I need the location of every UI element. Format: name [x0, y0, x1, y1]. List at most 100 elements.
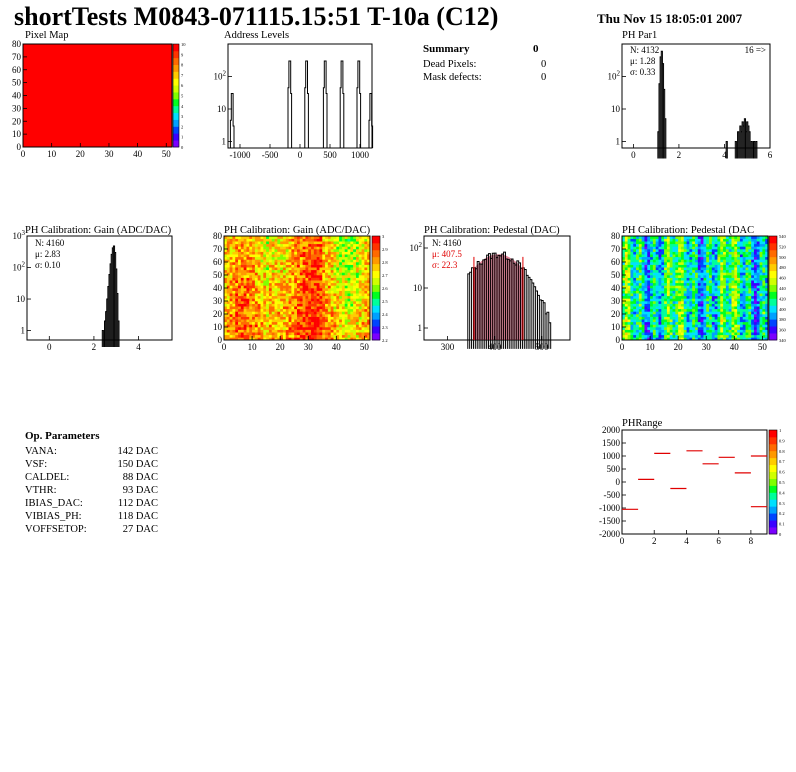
heatmap-cell — [717, 241, 721, 245]
heatmap-cell — [686, 249, 690, 252]
heatmap-cell — [330, 262, 334, 265]
heatmap-cell — [288, 241, 292, 245]
heatmap-cell — [728, 251, 732, 255]
heatmap-cell — [274, 327, 278, 330]
heatmap-cell — [277, 321, 281, 325]
heatmap-cell — [723, 327, 727, 330]
heatmap-cell — [703, 262, 707, 265]
heatmap-cell — [731, 306, 735, 310]
heatmap-cell — [683, 308, 687, 312]
x-tick-label: 50 — [758, 342, 768, 352]
heatmap-cell — [280, 269, 284, 273]
heatmap-cell — [633, 243, 637, 247]
heatmap-cell — [254, 303, 258, 307]
heatmap-cell — [226, 282, 230, 286]
heatmap-cell — [759, 236, 763, 239]
heatmap-cell — [266, 316, 270, 320]
heatmap-cell — [254, 262, 258, 265]
heatmap-cell — [762, 251, 766, 255]
heatmap-cell — [711, 298, 715, 302]
heatmap-cell — [327, 238, 331, 242]
heatmap-cell — [350, 264, 354, 268]
heatmap-cell — [364, 337, 368, 341]
heatmap-cell — [647, 288, 651, 291]
heatmap-cell — [294, 267, 298, 271]
heatmap-cell — [703, 316, 707, 320]
heatmap-cell — [697, 282, 701, 286]
heatmap-cell — [725, 259, 729, 263]
heatmap-cell — [697, 298, 701, 302]
heatmap-cell — [630, 288, 634, 291]
heatmap-cell — [330, 256, 334, 260]
heatmap-cell — [630, 298, 634, 302]
heatmap-cell — [650, 319, 654, 323]
heatmap-cell — [751, 249, 755, 252]
heatmap-cell — [739, 259, 744, 263]
heatmap-cell — [664, 290, 668, 294]
color-bar-segment — [173, 57, 179, 65]
heatmap-cell — [725, 267, 729, 271]
heatmap-cell — [325, 256, 329, 260]
heatmap-cell — [319, 267, 323, 271]
heatmap-cell — [734, 314, 738, 317]
heatmap-cell — [280, 306, 284, 310]
heatmap-cell — [751, 306, 755, 310]
heatmap-cell — [249, 236, 253, 239]
heatmap-cell — [257, 327, 261, 330]
heatmap-cell — [633, 264, 637, 268]
heatmap-cell — [263, 334, 267, 338]
heatmap-cell — [266, 275, 270, 278]
heatmap-cell — [734, 308, 738, 312]
heatmap-cell — [742, 285, 746, 289]
heatmap-cell — [652, 238, 656, 242]
heatmap-cell — [280, 334, 284, 338]
heatmap-cell — [333, 269, 337, 273]
heatmap-cell — [680, 262, 685, 265]
heatmap-cell — [252, 301, 256, 304]
heatmap-cell — [689, 264, 693, 268]
heatmap-cell — [725, 262, 729, 265]
heatmap-cell — [711, 280, 715, 284]
heatmap-cell — [243, 303, 247, 307]
heatmap-cell — [224, 290, 228, 294]
heatmap-cell — [257, 267, 261, 271]
heatmap-cell — [308, 267, 312, 271]
heatmap-cell — [638, 282, 642, 286]
heatmap-cell — [249, 280, 253, 284]
heatmap-cell — [299, 246, 303, 250]
heatmap-cell — [714, 329, 718, 333]
heatmap-cell — [661, 256, 665, 260]
heatmap-cell — [347, 241, 351, 245]
heatmap-cell — [672, 321, 676, 325]
heatmap-cell — [350, 275, 354, 278]
heatmap-cell — [229, 267, 233, 271]
heatmap-cell — [336, 246, 340, 250]
heatmap-cell — [353, 241, 357, 245]
heatmap-cell — [689, 311, 693, 315]
heatmap-cell — [322, 280, 326, 284]
heatmap-cell — [717, 256, 721, 260]
heatmap-cell — [280, 329, 284, 333]
heatmap-cell — [246, 269, 250, 273]
heatmap-cell — [254, 301, 258, 304]
heatmap-cell — [680, 303, 685, 307]
heatmap-cell — [240, 306, 244, 310]
heatmap-cell — [683, 275, 687, 278]
heatmap-cell — [762, 243, 766, 247]
heatmap-cell — [350, 282, 354, 286]
heatmap-cell — [274, 337, 278, 341]
heatmap-cell — [742, 256, 746, 260]
heatmap-cell — [291, 314, 295, 317]
heatmap-cell — [652, 288, 656, 291]
heatmap-cell — [723, 238, 727, 242]
x-tick-label: 50 — [162, 149, 172, 159]
heatmap-cell — [709, 290, 713, 294]
heatmap-cell — [260, 319, 264, 323]
heatmap-cell — [650, 324, 654, 328]
heatmap-cell — [299, 269, 303, 273]
heatmap-cell — [647, 269, 651, 273]
heatmap-cell — [697, 314, 701, 317]
heatmap-cell — [263, 269, 267, 273]
heatmap-cell — [734, 282, 738, 286]
heatmap-cell — [364, 256, 368, 260]
